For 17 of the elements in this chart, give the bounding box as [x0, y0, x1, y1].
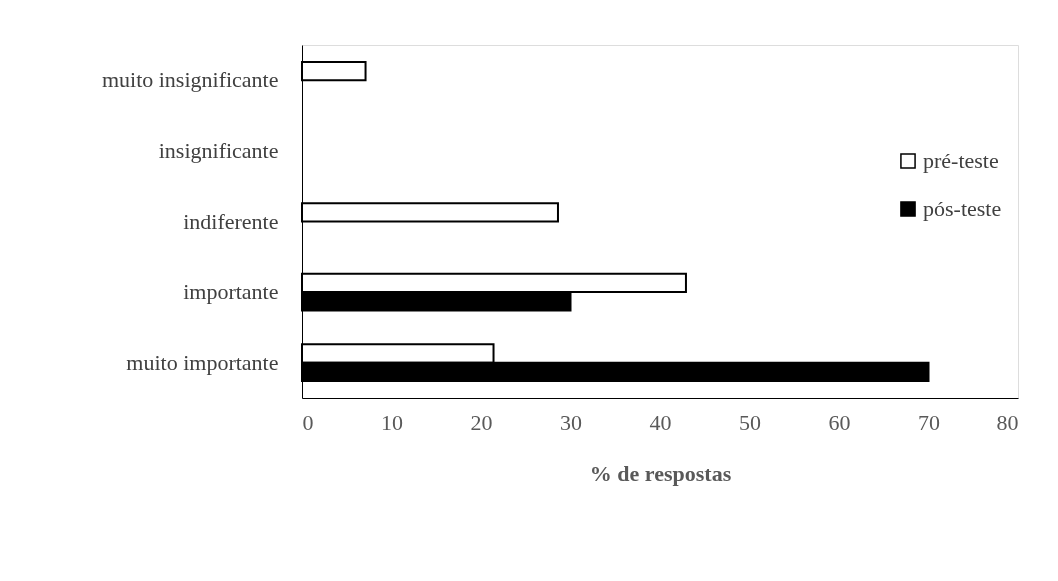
legend-label: pré-teste	[923, 148, 999, 173]
y-tick-label: indiferente	[183, 208, 279, 234]
x-tick-label: 40	[649, 409, 672, 435]
x-tick-label: 50	[739, 409, 761, 435]
y-tick-label: muito importante	[126, 349, 279, 375]
legend-label: pós-teste	[923, 196, 1002, 221]
y-tick-label: insignificante	[158, 137, 279, 163]
x-tick-label: 70	[918, 409, 940, 435]
x-tick-label: 80	[996, 409, 1019, 435]
x-axis-title: % de respostas	[589, 460, 732, 486]
x-tick-label: 30	[560, 409, 582, 435]
y-tick-label: importante	[183, 279, 279, 305]
x-tick-label: 0	[302, 409, 314, 435]
x-tick-label: 60	[828, 409, 851, 435]
x-tick-label: 20	[470, 409, 493, 435]
y-tick-label: muito insignificante	[101, 67, 279, 93]
x-tick-label: 10	[381, 409, 403, 435]
